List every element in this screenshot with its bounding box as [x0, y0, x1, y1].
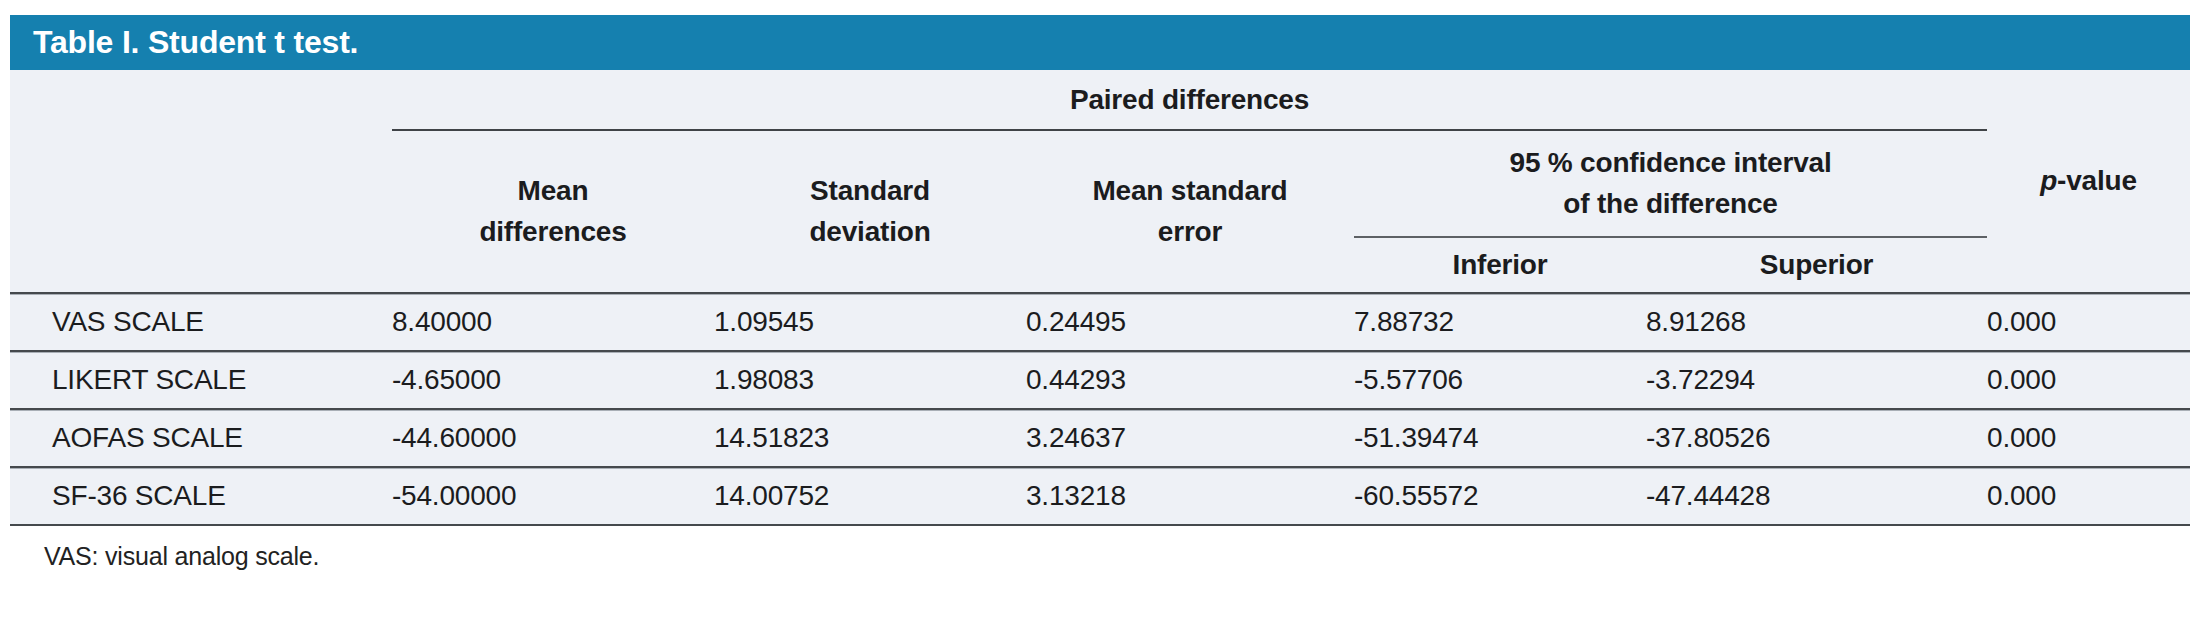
standard-deviation-value: 14.00752: [714, 467, 1026, 525]
ci-inferior-value: -60.55572: [1354, 467, 1646, 525]
row-label: LIKERT SCALE: [10, 351, 392, 409]
row-label: AOFAS SCALE: [10, 409, 392, 467]
superior-header: Superior: [1646, 237, 1987, 293]
mean-differences-value: 8.40000: [392, 293, 714, 351]
table-title-bar: Table I. Student t test.: [10, 15, 2190, 70]
row-label: VAS SCALE: [10, 293, 392, 351]
mean-standard-error-value: 0.24495: [1026, 293, 1354, 351]
standard-deviation-value: 1.09545: [714, 293, 1026, 351]
ci-superior-value: -3.72294: [1646, 351, 1987, 409]
student-t-test-table: Paired differences p-value Mean differen…: [10, 70, 2190, 526]
table-footnote: VAS: visual analog scale.: [44, 542, 319, 571]
corner-empty-cell: [10, 70, 392, 293]
mean-standard-error-value: 3.13218: [1026, 467, 1354, 525]
mean-differences-value: -44.60000: [392, 409, 714, 467]
table-row-sf36: SF-36 SCALE -54.00000 14.00752 3.13218 -…: [10, 467, 2190, 525]
mean-standard-error-value: 0.44293: [1026, 351, 1354, 409]
standard-deviation-value: 14.51823: [714, 409, 1026, 467]
p-value: 0.000: [1987, 409, 2190, 467]
ci-superior-value: -47.44428: [1646, 467, 1987, 525]
confidence-interval-header: 95 % confidence interval of the differen…: [1354, 130, 1987, 237]
ci-superior-value: -37.80526: [1646, 409, 1987, 467]
p-value: 0.000: [1987, 293, 2190, 351]
ci-inferior-value: 7.88732: [1354, 293, 1646, 351]
standard-deviation-header: Standard deviation: [714, 130, 1026, 293]
table-header: Paired differences p-value Mean differen…: [10, 70, 2190, 293]
ci-inferior-value: -51.39474: [1354, 409, 1646, 467]
row-label: SF-36 SCALE: [10, 467, 392, 525]
p-value-suffix: -value: [2057, 165, 2137, 196]
ci-superior-value: 8.91268: [1646, 293, 1987, 351]
table-row-likert: LIKERT SCALE -4.65000 1.98083 0.44293 -5…: [10, 351, 2190, 409]
mean-standard-error-header: Mean standard error: [1026, 130, 1354, 293]
paired-differences-header: Paired differences: [392, 70, 1987, 130]
mean-differences-value: -4.65000: [392, 351, 714, 409]
table-row-vas: VAS SCALE 8.40000 1.09545 0.24495 7.8873…: [10, 293, 2190, 351]
ci-inferior-value: -5.57706: [1354, 351, 1646, 409]
table-row-aofas: AOFAS SCALE -44.60000 14.51823 3.24637 -…: [10, 409, 2190, 467]
mean-differences-value: -54.00000: [392, 467, 714, 525]
table-title: Table I. Student t test.: [10, 24, 358, 61]
p-value-header: p-value: [1987, 70, 2190, 293]
p-value-italic-p: p: [2040, 165, 2057, 196]
standard-deviation-value: 1.98083: [714, 351, 1026, 409]
inferior-header: Inferior: [1354, 237, 1646, 293]
mean-standard-error-value: 3.24637: [1026, 409, 1354, 467]
page: Table I. Student t test. Paired differen…: [0, 0, 2200, 620]
mean-differences-header: Mean differences: [392, 130, 714, 293]
p-value: 0.000: [1987, 467, 2190, 525]
p-value: 0.000: [1987, 351, 2190, 409]
table-body: VAS SCALE 8.40000 1.09545 0.24495 7.8873…: [10, 293, 2190, 525]
